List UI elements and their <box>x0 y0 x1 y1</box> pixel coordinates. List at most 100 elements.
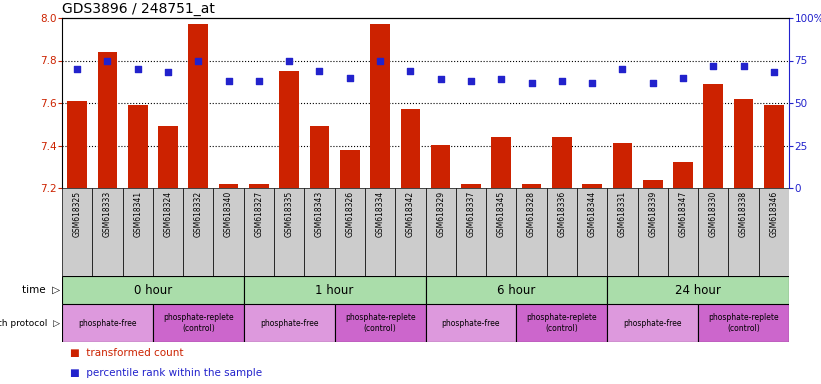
Text: phosphate-replete
(control): phosphate-replete (control) <box>345 313 415 333</box>
Point <box>131 66 144 72</box>
Text: GDS3896 / 248751_at: GDS3896 / 248751_at <box>62 2 215 16</box>
Text: GSM618325: GSM618325 <box>72 190 81 237</box>
Bar <box>62 304 153 342</box>
Bar <box>128 105 148 188</box>
Bar <box>431 146 451 188</box>
Bar <box>521 184 541 188</box>
Text: phosphate-replete
(control): phosphate-replete (control) <box>163 313 234 333</box>
Bar <box>759 188 789 276</box>
Text: GSM618332: GSM618332 <box>194 190 203 237</box>
Text: GSM618343: GSM618343 <box>315 190 324 237</box>
Bar <box>189 24 209 188</box>
Point <box>616 66 629 72</box>
Text: 0 hour: 0 hour <box>134 283 172 296</box>
Text: GSM618328: GSM618328 <box>527 190 536 237</box>
Bar <box>516 188 547 276</box>
Bar <box>62 188 92 276</box>
Text: GSM618329: GSM618329 <box>436 190 445 237</box>
Text: phosphate-replete
(control): phosphate-replete (control) <box>526 313 597 333</box>
Point <box>434 76 447 82</box>
Text: GSM618345: GSM618345 <box>497 190 506 237</box>
Bar <box>425 188 456 276</box>
Text: GSM618340: GSM618340 <box>224 190 233 237</box>
Bar <box>425 276 608 304</box>
Bar <box>244 188 274 276</box>
Point <box>737 63 750 69</box>
Point <box>495 76 508 82</box>
Bar <box>153 304 244 342</box>
Bar <box>249 184 268 188</box>
Point <box>525 79 538 86</box>
Bar <box>698 304 789 342</box>
Bar <box>310 126 329 188</box>
Text: GSM618326: GSM618326 <box>346 190 355 237</box>
Bar <box>456 188 486 276</box>
Point <box>101 58 114 64</box>
Point <box>677 74 690 81</box>
Point <box>465 78 478 84</box>
Text: GSM618327: GSM618327 <box>255 190 264 237</box>
Bar <box>638 188 667 276</box>
Text: 6 hour: 6 hour <box>498 283 535 296</box>
Point <box>585 79 599 86</box>
Bar <box>335 188 365 276</box>
Text: GSM618344: GSM618344 <box>588 190 597 237</box>
Bar <box>486 188 516 276</box>
Point <box>374 58 387 64</box>
Bar <box>158 126 178 188</box>
Bar <box>577 188 608 276</box>
Bar <box>274 188 305 276</box>
Text: phosphate-free: phosphate-free <box>442 318 500 328</box>
Text: GSM618342: GSM618342 <box>406 190 415 237</box>
Bar <box>547 188 577 276</box>
Point <box>252 78 265 84</box>
Bar <box>492 137 511 188</box>
Bar <box>98 52 117 188</box>
Text: GSM618331: GSM618331 <box>618 190 627 237</box>
Text: ■  percentile rank within the sample: ■ percentile rank within the sample <box>71 368 263 378</box>
Bar <box>764 105 784 188</box>
Text: ■  transformed count: ■ transformed count <box>71 348 184 358</box>
Bar <box>425 304 516 342</box>
Text: GSM618334: GSM618334 <box>375 190 384 237</box>
Bar <box>728 188 759 276</box>
Bar <box>401 109 420 188</box>
Text: GSM618335: GSM618335 <box>285 190 294 237</box>
Point <box>162 70 175 76</box>
Bar <box>218 184 238 188</box>
Point <box>71 66 84 72</box>
Point <box>646 79 659 86</box>
Text: GSM618346: GSM618346 <box>769 190 778 237</box>
Text: phosphate-replete
(control): phosphate-replete (control) <box>709 313 779 333</box>
Bar <box>122 188 153 276</box>
Text: time  ▷: time ▷ <box>22 285 61 295</box>
Bar <box>279 71 299 188</box>
Text: GSM618339: GSM618339 <box>649 190 657 237</box>
Bar <box>183 188 213 276</box>
Bar <box>244 304 335 342</box>
Bar <box>92 188 122 276</box>
Bar <box>244 276 425 304</box>
Bar <box>704 84 723 188</box>
Bar <box>612 143 632 188</box>
Text: GSM618336: GSM618336 <box>557 190 566 237</box>
Bar <box>608 304 698 342</box>
Bar <box>370 24 390 188</box>
Point <box>404 68 417 74</box>
Bar <box>698 188 728 276</box>
Text: phosphate-free: phosphate-free <box>623 318 682 328</box>
Bar <box>608 276 789 304</box>
Bar <box>552 137 571 188</box>
Text: 1 hour: 1 hour <box>315 283 354 296</box>
Bar <box>673 162 693 188</box>
Text: GSM618333: GSM618333 <box>103 190 112 237</box>
Text: GSM618341: GSM618341 <box>133 190 142 237</box>
Bar <box>608 188 638 276</box>
Text: GSM618330: GSM618330 <box>709 190 718 237</box>
Bar <box>461 184 481 188</box>
Text: 24 hour: 24 hour <box>675 283 721 296</box>
Text: GSM618324: GSM618324 <box>163 190 172 237</box>
Text: phosphate-free: phosphate-free <box>260 318 319 328</box>
Text: GSM618338: GSM618338 <box>739 190 748 237</box>
Bar <box>734 99 754 188</box>
